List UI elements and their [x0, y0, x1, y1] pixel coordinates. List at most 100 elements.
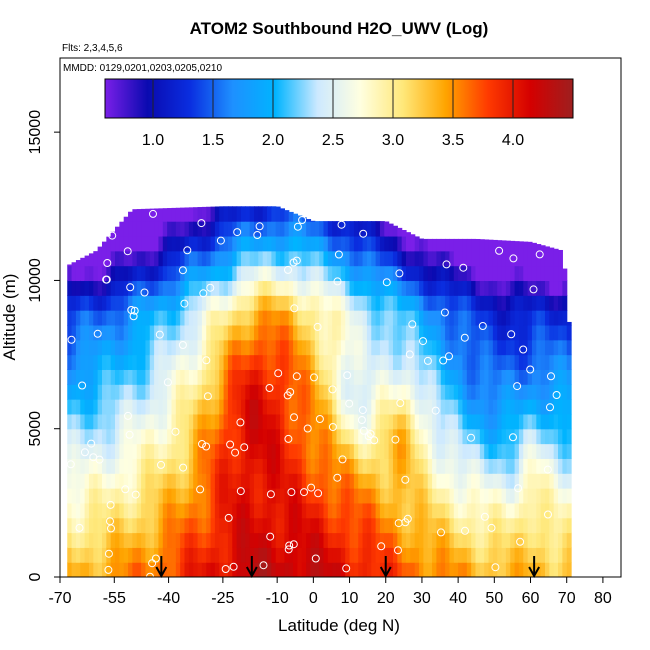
heatmap-cell: [101, 547, 107, 563]
heatmap-cell: [240, 295, 246, 311]
heatmap-cell: [232, 280, 238, 296]
heatmap-cell: [371, 443, 377, 459]
heatmap-cell: [180, 488, 186, 504]
heatmap-cell: [80, 354, 86, 370]
heatmap-cell: [392, 250, 398, 267]
heatmap-cell: [197, 250, 203, 267]
heatmap-cell: [310, 295, 316, 311]
heatmap-cell: [258, 369, 264, 385]
heatmap-cell: [362, 399, 368, 415]
heatmap-cell: [93, 384, 99, 400]
heatmap-cell: [531, 339, 537, 356]
heatmap-cell: [332, 221, 338, 237]
heatmap-cell: [275, 250, 281, 267]
heatmap-cell: [254, 428, 259, 445]
heatmap-cell: [267, 443, 272, 459]
heatmap-cell: [397, 369, 403, 385]
sample-point: [287, 488, 296, 497]
sample-point: [547, 372, 555, 381]
heatmap-cell: [423, 384, 429, 400]
heatmap-cell: [97, 502, 103, 519]
heatmap-cell: [67, 562, 73, 577]
heatmap-cell: [462, 280, 468, 296]
heatmap-cell: [314, 339, 320, 356]
heatmap-cell: [479, 413, 485, 430]
heatmap-cell: [327, 265, 333, 282]
heatmap-cell: [158, 265, 164, 282]
heatmap-cell: [540, 295, 546, 311]
heatmap-cell: [141, 532, 147, 548]
heatmap-cell: [379, 473, 385, 489]
heatmap-cell: [445, 354, 451, 370]
heatmap-cell: [306, 547, 312, 563]
heatmap-cell: [110, 250, 116, 267]
heatmap-cell: [97, 354, 103, 370]
heatmap-cell: [88, 488, 94, 504]
heatmap-cell: [397, 227, 403, 237]
heatmap-cell: [110, 488, 116, 504]
heatmap-cell: [475, 488, 481, 504]
heatmap-cell: [492, 562, 498, 577]
heatmap-cell: [145, 310, 151, 326]
heatmap-cell: [392, 324, 398, 341]
heatmap-cell: [145, 280, 151, 296]
heatmap-cell: [119, 532, 125, 548]
heatmap-cell: [240, 206, 246, 222]
profile-marker-arrow: [379, 566, 392, 579]
heatmap-cell: [84, 384, 90, 400]
heatmap-cell: [171, 221, 177, 237]
heatmap-cell: [332, 235, 338, 252]
heatmap-cell: [149, 280, 155, 296]
heatmap-cell: [484, 458, 490, 474]
heatmap-cell: [245, 428, 251, 445]
heatmap-cell: [384, 502, 390, 519]
heatmap-cell: [453, 310, 459, 326]
sample-point: [394, 519, 403, 528]
heatmap-cell: [141, 473, 147, 489]
heatmap-cell: [323, 280, 329, 296]
sample-point: [178, 341, 187, 349]
sample-point: [491, 563, 500, 572]
heatmap-cell: [392, 354, 398, 370]
heatmap-cell: [453, 413, 459, 430]
heatmap-cell: [288, 369, 294, 385]
heatmap-cell: [240, 354, 246, 370]
heatmap-cell: [275, 339, 281, 356]
heatmap-cell: [471, 250, 477, 267]
heatmap-cell: [275, 532, 281, 548]
heatmap-cell: [227, 339, 233, 356]
heatmap-cell: [132, 235, 138, 252]
heatmap-cell: [349, 547, 355, 563]
heatmap-cell: [101, 502, 107, 519]
heatmap-cell: [327, 413, 333, 430]
heatmap-cell: [375, 354, 381, 370]
heatmap-cell: [301, 502, 307, 519]
heatmap-cell: [245, 265, 251, 282]
heatmap-cell: [80, 488, 86, 504]
heatmap-cell: [149, 547, 155, 563]
heatmap-cell: [184, 502, 190, 519]
heatmap-cell: [93, 280, 99, 296]
heatmap-cell: [115, 428, 120, 445]
heatmap-cell: [397, 473, 403, 489]
heatmap-cell: [353, 369, 359, 385]
heatmap-cell: [531, 473, 537, 489]
heatmap-cell: [310, 488, 316, 504]
heatmap-cell: [505, 458, 511, 474]
heatmap-cell: [453, 517, 459, 534]
heatmap-cell: [531, 324, 537, 341]
heatmap-cell: [358, 235, 364, 252]
heatmap-cell: [188, 547, 194, 563]
heatmap-cell: [501, 250, 507, 267]
heatmap-cell: [466, 532, 472, 548]
heatmap-cell: [188, 324, 194, 341]
heatmap-cell: [310, 473, 316, 489]
heatmap-cell: [193, 428, 199, 445]
heatmap-cell: [184, 562, 190, 577]
heatmap-cell: [536, 250, 542, 267]
heatmap-cell: [162, 458, 168, 474]
heatmap-cell: [332, 458, 338, 474]
heatmap-cell: [258, 547, 264, 563]
heatmap-cell: [505, 532, 511, 548]
heatmap-cell: [284, 210, 290, 222]
